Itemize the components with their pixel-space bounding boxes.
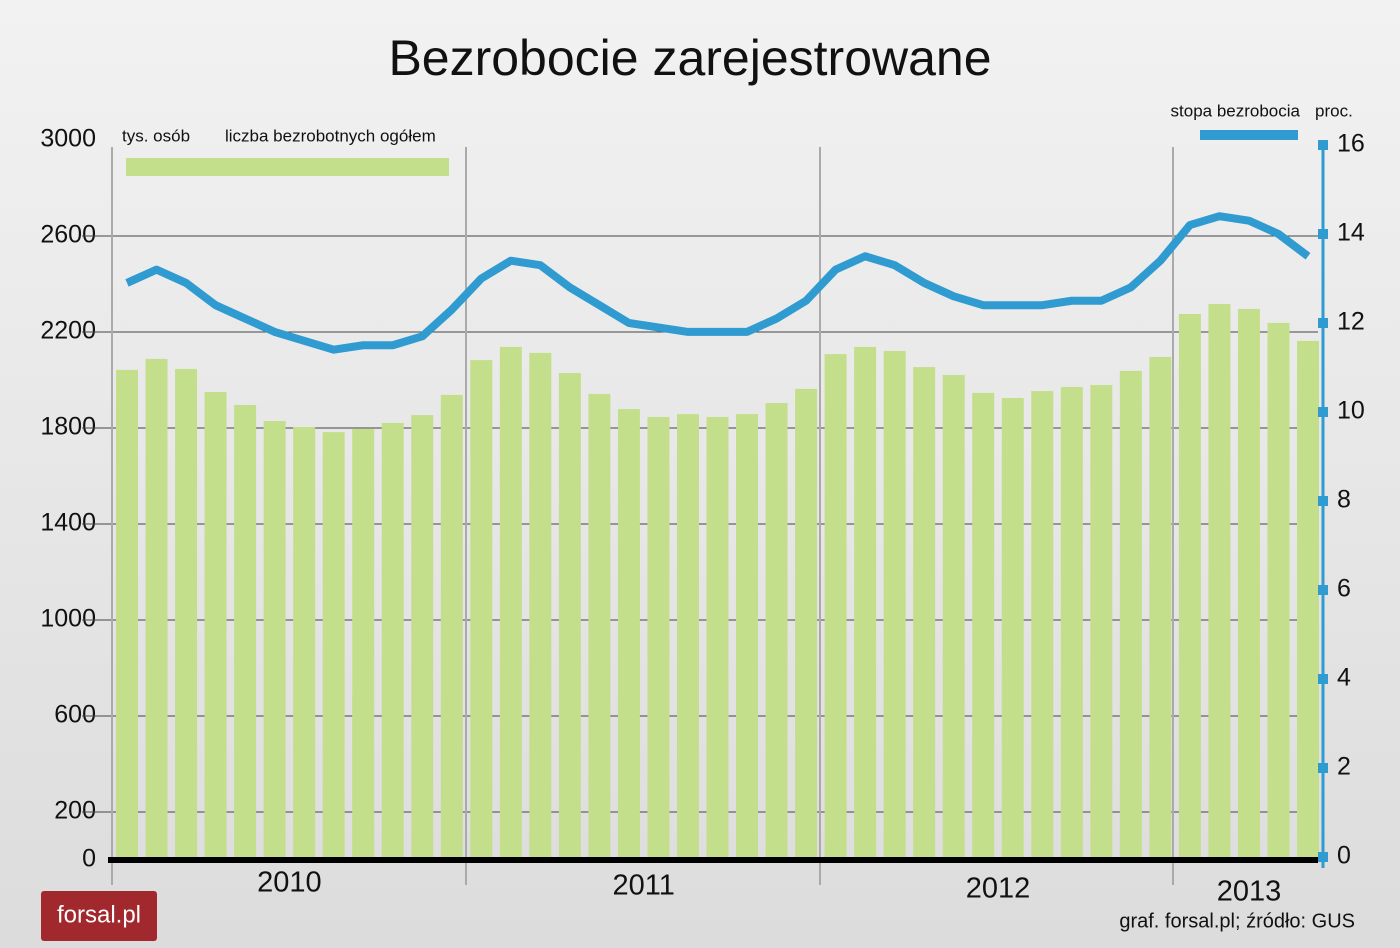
y2-tick-label: 4 bbox=[1337, 664, 1351, 692]
bar bbox=[440, 394, 463, 860]
bar bbox=[175, 368, 198, 860]
logo: forsal.pl bbox=[57, 901, 141, 928]
y2-tick bbox=[1318, 763, 1328, 773]
x-tick-label: 2012 bbox=[966, 873, 1031, 905]
bar bbox=[972, 392, 995, 860]
bar bbox=[1297, 340, 1319, 860]
y-tick-label: 1000 bbox=[40, 605, 96, 633]
bar bbox=[145, 358, 168, 860]
y-tick-label: 600 bbox=[54, 701, 96, 729]
y2-tick bbox=[1318, 140, 1328, 150]
bar bbox=[411, 415, 434, 860]
legend-label: stopa bezrobocia bbox=[1171, 101, 1301, 120]
bar bbox=[293, 427, 316, 860]
bar bbox=[824, 354, 847, 860]
y2-tick-label: 16 bbox=[1337, 130, 1365, 158]
bar bbox=[558, 373, 581, 860]
y2-axis-label: proc. bbox=[1315, 101, 1353, 120]
y2-tick-label: 0 bbox=[1337, 842, 1351, 870]
bar bbox=[529, 352, 552, 860]
bar bbox=[499, 346, 522, 860]
y-tick-label: 1800 bbox=[40, 413, 96, 441]
legend-label: liczba bezrobotnych ogółem bbox=[225, 126, 436, 145]
bar bbox=[1001, 398, 1024, 860]
y2-tick bbox=[1318, 318, 1328, 328]
bar bbox=[1237, 308, 1260, 861]
y2-tick bbox=[1318, 585, 1328, 595]
y-tick-label: 200 bbox=[54, 797, 96, 825]
y2-tick-label: 2 bbox=[1337, 753, 1351, 781]
bar bbox=[1149, 356, 1172, 860]
bar bbox=[706, 416, 729, 860]
y2-tick-label: 8 bbox=[1337, 486, 1351, 514]
y2-tick bbox=[1318, 496, 1328, 506]
logo-box bbox=[41, 891, 157, 941]
bar bbox=[736, 414, 759, 860]
y-tick-label: 2200 bbox=[40, 317, 96, 345]
x-tick-label: 2013 bbox=[1217, 876, 1282, 908]
legend-swatch bbox=[1200, 130, 1298, 140]
bar bbox=[352, 428, 375, 860]
bar bbox=[765, 403, 788, 860]
bar bbox=[913, 367, 936, 860]
y2-tick-label: 10 bbox=[1337, 397, 1365, 425]
bar bbox=[1031, 391, 1054, 860]
bar bbox=[1090, 385, 1113, 860]
bar bbox=[617, 409, 640, 860]
bar bbox=[1267, 322, 1290, 860]
x-tick-label: 2010 bbox=[257, 867, 322, 899]
y-tick-label: 2600 bbox=[40, 221, 96, 249]
y-tick-label: 0 bbox=[82, 845, 96, 873]
line bbox=[125, 212, 1311, 354]
bar bbox=[1060, 386, 1083, 860]
bar bbox=[942, 374, 965, 860]
bar bbox=[322, 432, 345, 860]
y2-tick bbox=[1318, 674, 1328, 684]
y2-tick bbox=[1318, 407, 1328, 417]
bar bbox=[1119, 370, 1142, 860]
y2-tick-label: 14 bbox=[1337, 219, 1365, 247]
bar bbox=[854, 346, 877, 860]
bar bbox=[263, 421, 286, 860]
bar bbox=[647, 416, 670, 860]
x-tick-label: 2011 bbox=[613, 870, 675, 902]
bar bbox=[883, 350, 906, 860]
bar bbox=[204, 392, 227, 860]
bar bbox=[588, 393, 611, 860]
y2-tick-label: 6 bbox=[1337, 575, 1351, 603]
y2-tick bbox=[1318, 852, 1328, 862]
bar bbox=[1178, 314, 1201, 860]
y2-tick-label: 12 bbox=[1337, 308, 1365, 336]
y-tick-label: 3000 bbox=[40, 125, 96, 153]
bar bbox=[1208, 303, 1231, 860]
bar bbox=[795, 388, 818, 860]
y-tick-label: 1400 bbox=[40, 509, 96, 537]
bar bbox=[116, 369, 138, 860]
bar bbox=[676, 414, 699, 860]
y2-tick bbox=[1318, 229, 1328, 239]
bar bbox=[234, 404, 257, 860]
legend-swatch bbox=[126, 158, 449, 176]
y-axis-label: tys. osób bbox=[122, 126, 190, 145]
chart-title: Bezrobocie zarejestrowane bbox=[388, 30, 991, 86]
bar bbox=[381, 422, 404, 860]
bar bbox=[470, 360, 493, 860]
source-note: graf. forsal.pl; źródło: GUS bbox=[1119, 910, 1355, 932]
